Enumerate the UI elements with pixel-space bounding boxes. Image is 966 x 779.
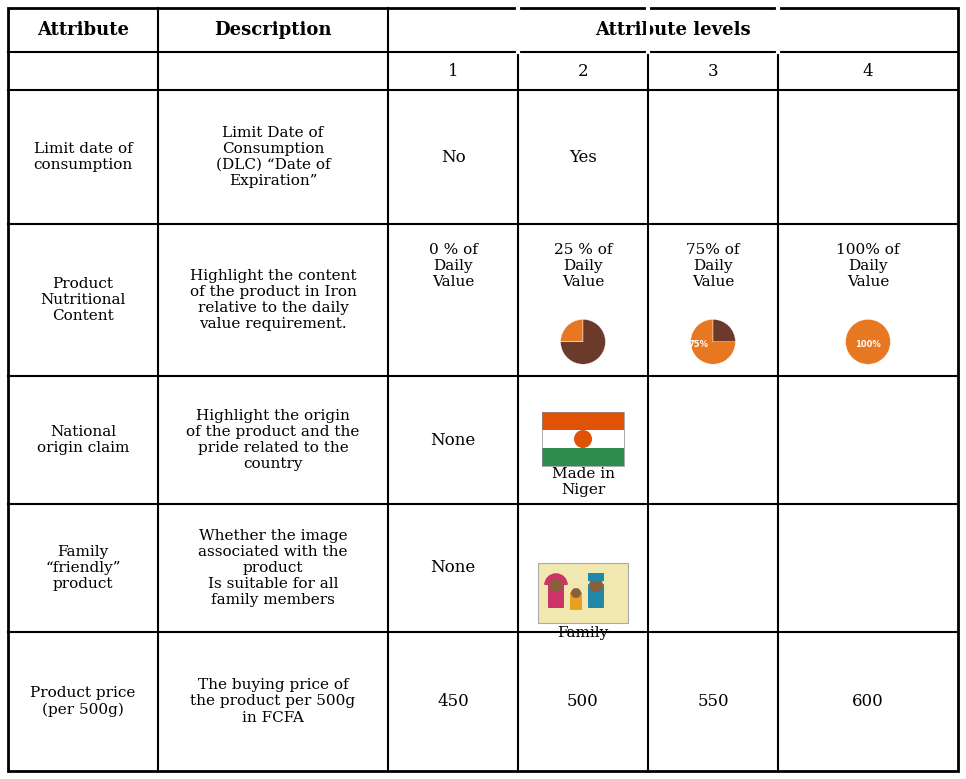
Text: Description: Description — [214, 21, 331, 39]
Bar — [588, 573, 604, 581]
Text: No: No — [440, 149, 466, 165]
Text: Family
“friendly”
product: Family “friendly” product — [45, 545, 121, 591]
Text: Highlight the origin
of the product and the
pride related to the
country: Highlight the origin of the product and … — [186, 409, 359, 471]
FancyBboxPatch shape — [548, 584, 564, 608]
Text: Product price
(per 500g): Product price (per 500g) — [30, 686, 135, 717]
Bar — [538, 563, 628, 623]
Text: None: None — [431, 559, 475, 576]
Text: 25%: 25% — [561, 393, 582, 403]
Text: 4: 4 — [863, 62, 873, 79]
Circle shape — [549, 578, 563, 592]
Text: 600: 600 — [852, 693, 884, 710]
Text: None: None — [431, 432, 475, 449]
Text: Highlight the content
of the product in Iron
relative to the daily
value require: Highlight the content of the product in … — [189, 269, 356, 331]
Text: 75%: 75% — [689, 340, 709, 349]
FancyBboxPatch shape — [588, 584, 604, 608]
Circle shape — [589, 578, 603, 592]
Text: 450: 450 — [438, 693, 469, 710]
Wedge shape — [845, 319, 891, 365]
Text: 0 % of
Daily
Value: 0 % of Daily Value — [429, 242, 477, 289]
Text: 75% of
Daily
Value: 75% of Daily Value — [686, 242, 740, 289]
Text: Whether the image
associated with the
product
Is suitable for all
family members: Whether the image associated with the pr… — [198, 529, 348, 608]
Text: 550: 550 — [697, 693, 728, 710]
Text: Product
Nutritional
Content: Product Nutritional Content — [41, 277, 126, 323]
Text: Attribute levels: Attribute levels — [595, 21, 751, 39]
Text: 3: 3 — [708, 62, 719, 79]
Bar — [542, 412, 624, 466]
Text: 2: 2 — [578, 62, 588, 79]
FancyBboxPatch shape — [570, 592, 582, 610]
Text: 100%: 100% — [855, 340, 881, 349]
Wedge shape — [691, 319, 735, 365]
Bar — [542, 448, 624, 466]
Wedge shape — [713, 319, 735, 342]
Text: Made in
Niger: Made in Niger — [552, 467, 614, 497]
Text: Limit Date of
Consumption
(DLC) “Date of
Expiration”: Limit Date of Consumption (DLC) “Date of… — [215, 125, 330, 189]
Bar — [542, 430, 624, 448]
Text: Family: Family — [557, 626, 609, 640]
Text: Yes: Yes — [569, 149, 597, 165]
Text: The buying price of
the product per 500g
in FCFA: The buying price of the product per 500g… — [190, 679, 355, 724]
Circle shape — [571, 588, 581, 598]
Text: 100% of
Daily
Value: 100% of Daily Value — [837, 242, 899, 289]
Circle shape — [574, 430, 592, 448]
Bar — [542, 412, 624, 430]
Text: Limit date of
consumption: Limit date of consumption — [34, 142, 132, 172]
Wedge shape — [560, 319, 606, 365]
Text: 25 % of
Daily
Value: 25 % of Daily Value — [554, 242, 612, 289]
Text: 500: 500 — [567, 693, 599, 710]
Text: Attribute: Attribute — [37, 21, 129, 39]
Wedge shape — [560, 319, 583, 342]
Text: National
origin claim: National origin claim — [37, 425, 129, 455]
Text: 1: 1 — [447, 62, 458, 79]
